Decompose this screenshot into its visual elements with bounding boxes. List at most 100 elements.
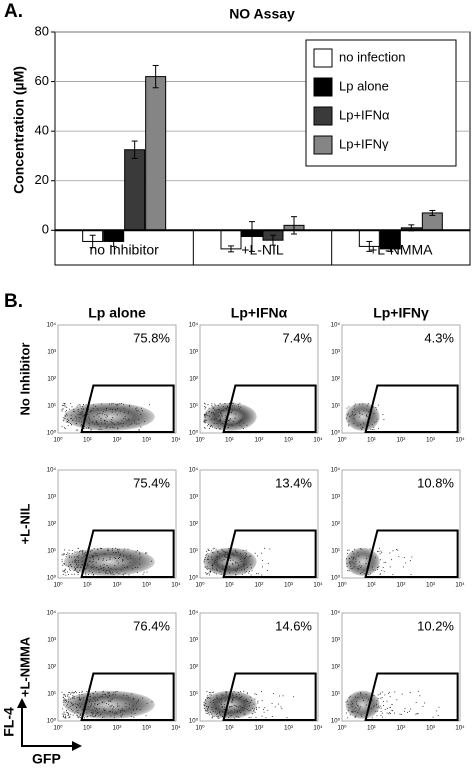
event-dot	[365, 694, 367, 696]
event-dot	[96, 699, 98, 700]
event-dot	[97, 548, 99, 550]
event-dot	[211, 717, 213, 719]
event-dot	[383, 419, 385, 421]
event-dot	[62, 702, 64, 704]
event-dot	[389, 706, 391, 708]
event-dot	[69, 717, 71, 719]
event-dot	[99, 428, 101, 430]
event-dot	[222, 716, 223, 718]
event-dot	[131, 712, 133, 714]
event-dot	[234, 405, 236, 407]
event-dot	[78, 716, 80, 718]
event-dot	[241, 696, 243, 698]
event-dot	[68, 696, 70, 698]
event-dot	[208, 407, 210, 409]
event-dot	[250, 701, 251, 703]
event-dot	[253, 709, 255, 711]
event-dot	[215, 573, 217, 575]
event-dot	[115, 558, 117, 559]
event-dot	[135, 551, 137, 553]
event-dot	[377, 404, 379, 406]
event-dot	[67, 700, 69, 702]
y-tick-label: 10³	[189, 638, 198, 644]
event-dot	[206, 691, 208, 692]
event-dot	[92, 714, 93, 716]
event-dot	[211, 713, 213, 715]
event-dot	[64, 694, 66, 696]
y-tick-label: 10⁰	[47, 430, 57, 437]
event-dot	[218, 409, 220, 411]
event-dot	[123, 418, 124, 420]
event-dot	[210, 425, 212, 427]
event-dot	[118, 705, 120, 707]
event-dot	[233, 704, 235, 706]
event-dot	[225, 408, 227, 410]
event-dot	[64, 569, 66, 571]
event-dot	[366, 414, 368, 416]
event-dot	[350, 415, 352, 417]
gate	[222, 384, 317, 433]
event-dot	[396, 699, 398, 701]
event-dot	[206, 706, 208, 708]
event-dot	[112, 548, 113, 550]
event-dot	[254, 711, 256, 713]
event-dot	[355, 558, 357, 560]
event-dot	[88, 416, 90, 418]
gate	[80, 529, 175, 578]
x-tick-label: 10⁰	[195, 437, 205, 444]
event-dot	[140, 556, 142, 558]
event-dot	[360, 706, 362, 708]
event-dot	[100, 568, 102, 570]
event-dot	[375, 420, 377, 422]
event-dot	[102, 691, 104, 693]
event-dot	[63, 699, 65, 701]
y-tick-label: 10⁰	[331, 575, 341, 582]
event-dot	[374, 556, 376, 558]
event-dot	[117, 407, 118, 409]
event-dot	[214, 561, 215, 563]
event-dot	[346, 558, 347, 560]
event-dot	[351, 567, 353, 569]
event-dot	[103, 701, 105, 703]
event-dot	[239, 424, 241, 426]
event-dot	[70, 564, 72, 566]
event-dot	[75, 420, 77, 422]
event-dot	[67, 698, 69, 700]
event-dot	[62, 419, 64, 421]
event-dot	[86, 712, 88, 714]
event-dot	[381, 552, 383, 554]
event-dot	[81, 557, 83, 559]
event-dot	[108, 703, 110, 705]
x-tick-label: 10¹	[83, 583, 92, 589]
x-tick-label: 10³	[426, 726, 435, 732]
event-dot	[370, 708, 372, 710]
event-dot	[419, 695, 421, 697]
event-dot	[249, 555, 251, 557]
event-dot	[115, 694, 117, 696]
event-dot	[73, 410, 75, 412]
event-dot	[95, 708, 97, 709]
event-dot	[120, 710, 122, 712]
event-dot	[80, 714, 82, 716]
y-tick-label: 10³	[331, 350, 340, 356]
event-dot	[355, 707, 357, 709]
event-dot	[244, 568, 246, 570]
event-dot	[121, 709, 123, 711]
x-tick-label: 10¹	[225, 583, 234, 589]
event-dot	[204, 414, 206, 416]
event-dot	[89, 557, 91, 559]
event-dot	[360, 714, 362, 716]
event-dot	[245, 557, 246, 559]
event-dot	[267, 562, 269, 564]
event-dot	[64, 717, 66, 719]
event-dot	[76, 418, 78, 420]
event-dot	[235, 550, 237, 552]
event-dot	[261, 715, 263, 717]
event-dot	[67, 712, 69, 714]
event-dot	[286, 717, 288, 719]
event-dot	[127, 425, 129, 427]
event-dot	[366, 405, 368, 407]
event-dot	[214, 409, 216, 411]
event-dot	[346, 563, 348, 565]
event-dot	[88, 570, 90, 572]
